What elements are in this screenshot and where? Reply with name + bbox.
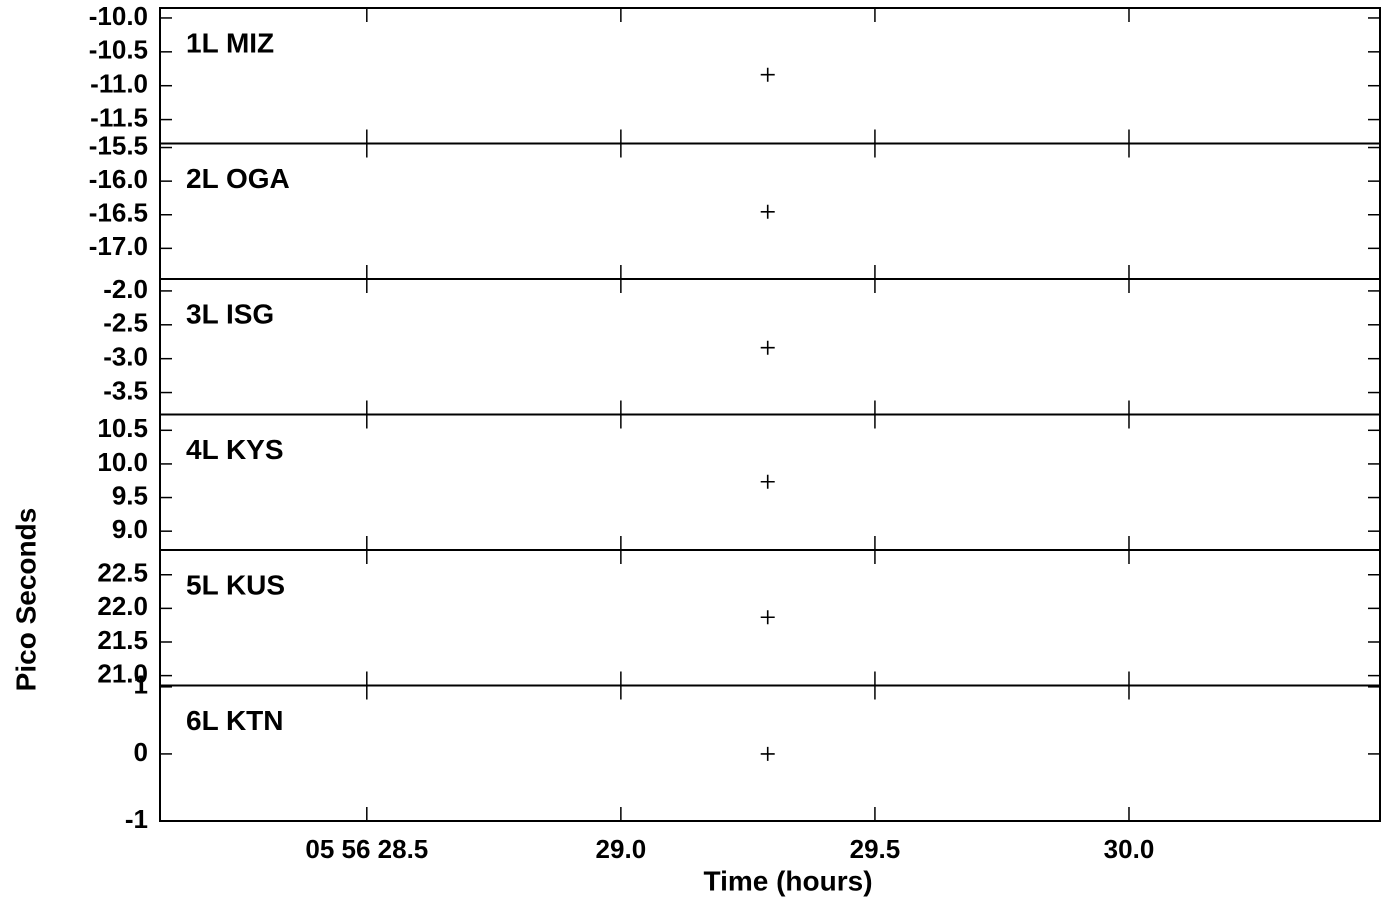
- point: [760, 746, 775, 761]
- x-axis-title: Time (hours): [703, 865, 872, 896]
- point: [760, 474, 775, 489]
- x-tick-label: 29.0: [596, 834, 647, 864]
- panel-label: 2L OGA: [186, 163, 290, 194]
- y-tick-label: 10.0: [97, 447, 148, 477]
- x-tick-label: 29.5: [850, 834, 901, 864]
- y-tick-label: -10.0: [89, 1, 148, 31]
- y-tick-label: -3.5: [103, 375, 148, 405]
- y-tick-label: -3.0: [103, 342, 148, 372]
- y-tick-label: -1: [125, 804, 148, 834]
- y-tick-label: -10.5: [89, 35, 148, 65]
- y-tick-label: -2.0: [103, 274, 148, 304]
- panel-frame: [159, 7, 1381, 145]
- y-tick-label: 0: [134, 737, 148, 767]
- y-tick-label: -16.0: [89, 164, 148, 194]
- y-tick-label: -15.5: [89, 130, 148, 160]
- panel-label: 5L KUS: [186, 569, 285, 600]
- y-axis-title: Pico Seconds: [10, 508, 41, 692]
- y-tick-label: 21.0: [97, 658, 148, 688]
- y-tick-label: 21.5: [97, 625, 148, 655]
- panel-label: 3L ISG: [186, 298, 274, 329]
- panel-label: 4L KYS: [186, 434, 284, 465]
- x-tick-label: 30.0: [1104, 834, 1155, 864]
- panel-frame: [159, 278, 1381, 416]
- y-tick-label: -2.5: [103, 308, 148, 338]
- y-tick-label: 10.5: [97, 413, 148, 443]
- y-tick-label: -16.5: [89, 198, 148, 228]
- point: [760, 67, 775, 82]
- y-tick-label: 1: [134, 670, 148, 700]
- y-tick-label: -17.0: [89, 231, 148, 261]
- y-tick-label: -11.5: [90, 102, 148, 132]
- point: [760, 610, 775, 625]
- x-tick-label: 05 56 28.5: [305, 834, 428, 864]
- y-tick-label: 9.0: [112, 514, 148, 544]
- y-tick-label: 9.5: [112, 480, 148, 510]
- point: [760, 340, 775, 355]
- y-tick-label: 22.5: [97, 558, 148, 588]
- y-tick-label: -11.0: [90, 69, 148, 99]
- panel-label: 1L MIZ: [186, 27, 274, 58]
- panel-label: 6L KTN: [186, 705, 284, 736]
- y-tick-label: 22.0: [97, 591, 148, 621]
- point: [760, 204, 775, 219]
